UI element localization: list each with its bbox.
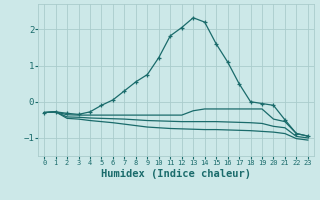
X-axis label: Humidex (Indice chaleur): Humidex (Indice chaleur) [101, 169, 251, 179]
